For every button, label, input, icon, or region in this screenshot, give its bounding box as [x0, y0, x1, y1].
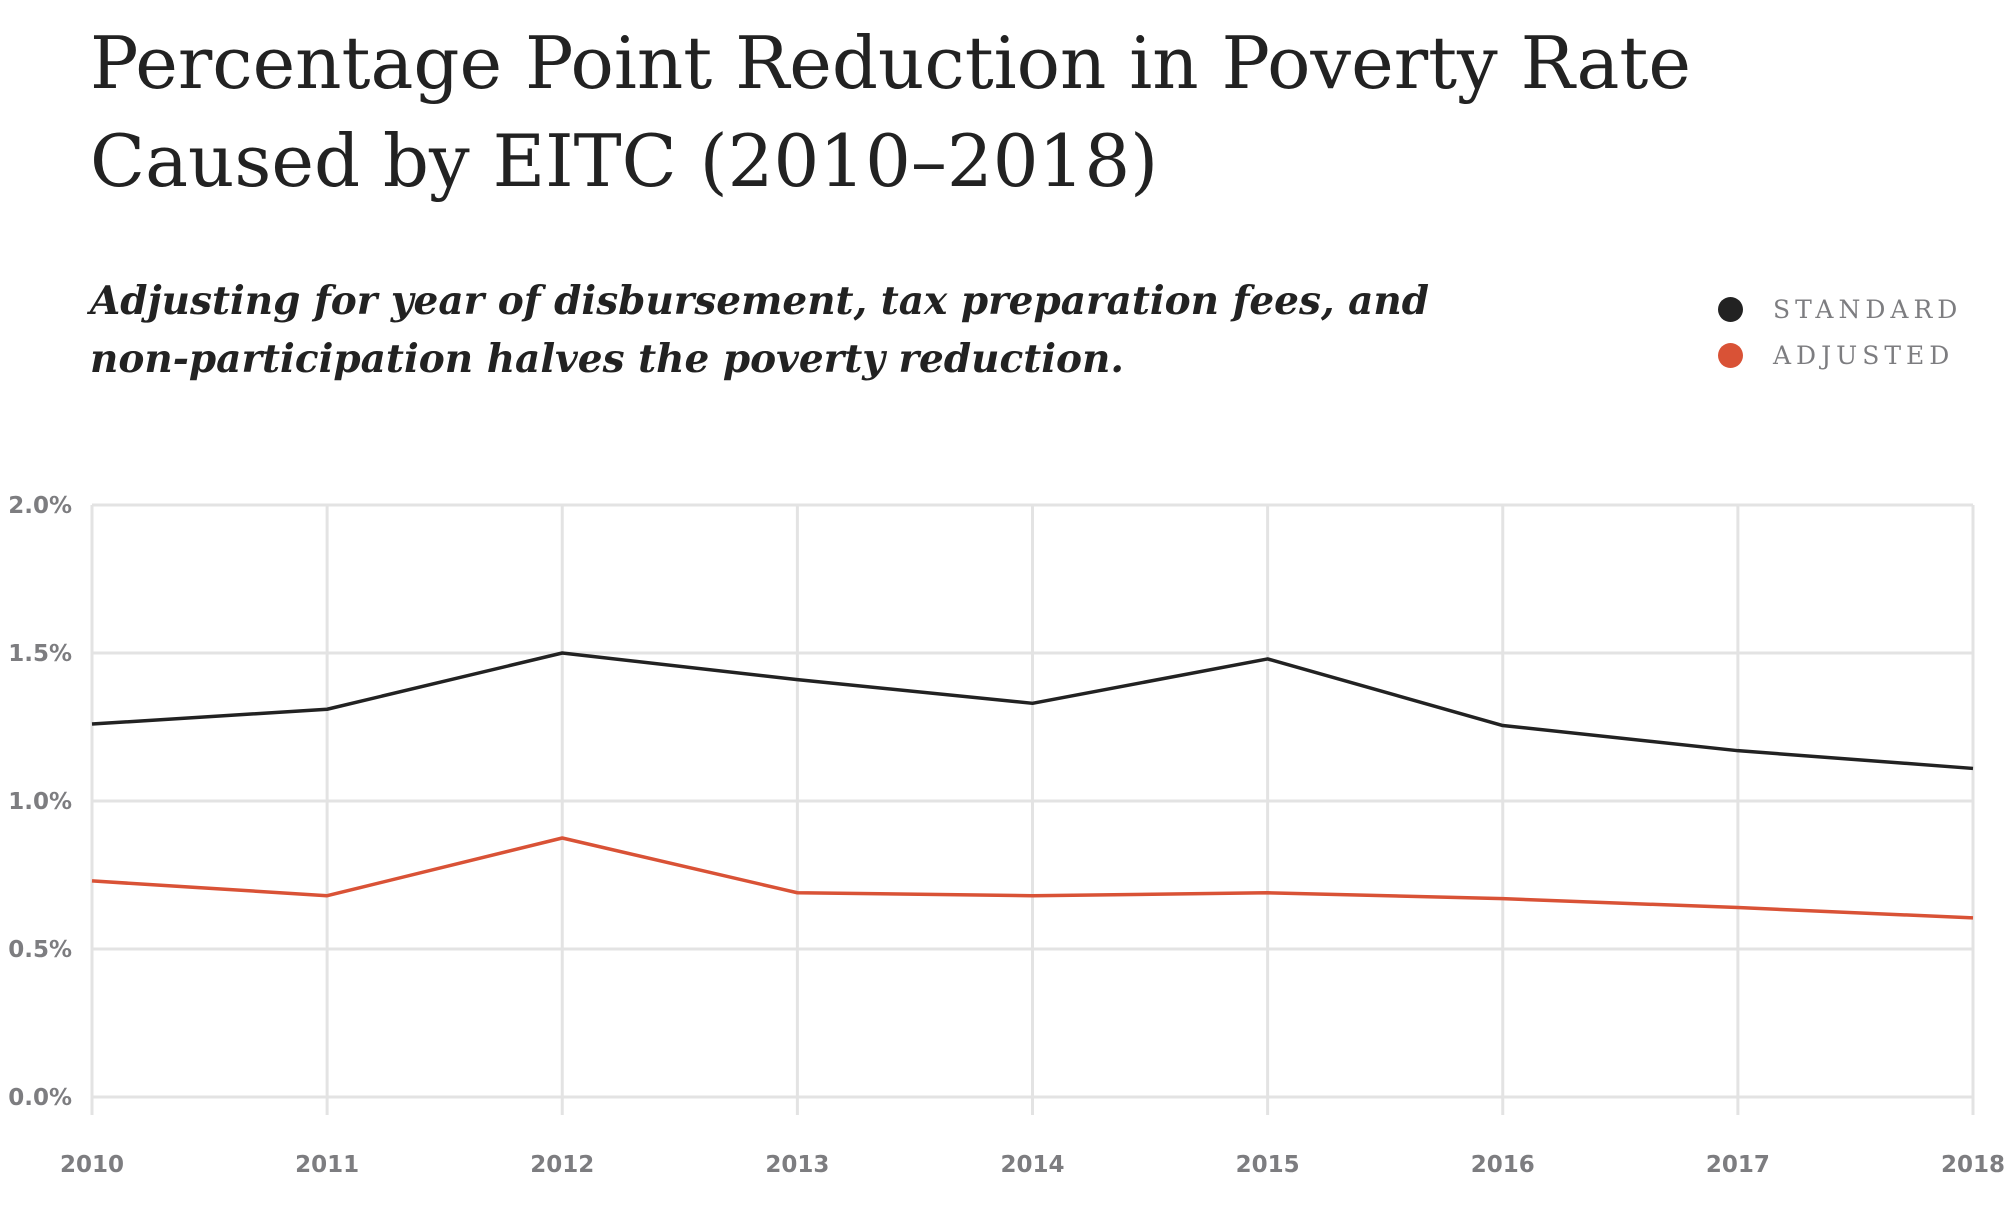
legend-label-standard: STANDARD	[1773, 294, 1963, 324]
x-tick-label: 2017	[1706, 1152, 1770, 1178]
legend-item-standard[interactable]: STANDARD	[1718, 286, 1962, 332]
legend-label-adjusted: ADJUSTED	[1773, 340, 1955, 370]
y-tick-label: 1.5%	[8, 641, 72, 667]
legend-item-adjusted[interactable]: ADJUSTED	[1718, 332, 1962, 378]
x-tick-label: 2010	[60, 1152, 124, 1178]
x-tick-label: 2016	[1471, 1152, 1535, 1178]
x-tick-label: 2012	[530, 1152, 594, 1178]
y-tick-label: 1.0%	[8, 789, 72, 815]
legend-marker-adjusted	[1718, 342, 1743, 368]
y-tick-label: 0.0%	[8, 1085, 72, 1111]
legend: STANDARD ADJUSTED	[1718, 286, 1962, 378]
x-tick-label: 2014	[1000, 1152, 1064, 1178]
chart-subtitle: Adjusting for year of disbursement, tax …	[90, 278, 1430, 382]
x-tick-label: 2013	[765, 1152, 829, 1178]
y-tick-label: 2.0%	[8, 493, 72, 519]
legend-marker-standard	[1718, 296, 1743, 322]
x-tick-label: 2011	[295, 1152, 359, 1178]
x-tick-label: 2015	[1236, 1152, 1300, 1178]
x-tick-label: 2018	[1941, 1152, 2005, 1178]
chart-title: Percentage Point Reduction in Poverty Ra…	[90, 21, 1691, 203]
y-tick-label: 0.5%	[8, 937, 72, 963]
